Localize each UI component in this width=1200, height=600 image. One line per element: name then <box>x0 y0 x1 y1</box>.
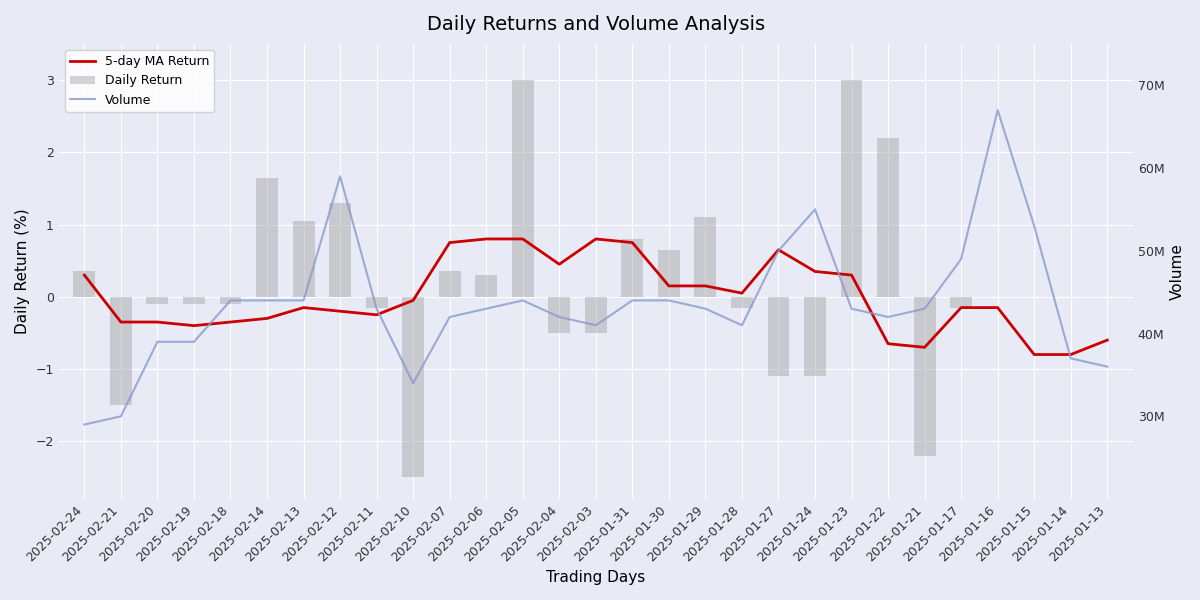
Bar <box>804 297 826 376</box>
Bar <box>877 138 899 297</box>
Bar <box>731 297 752 308</box>
5-day MA Return <box>479 235 493 242</box>
5-day MA Return <box>552 260 566 268</box>
5-day MA Return <box>772 246 786 253</box>
Bar <box>220 297 241 304</box>
Volume <box>479 305 493 313</box>
Bar <box>840 80 863 297</box>
5-day MA Return <box>443 239 457 246</box>
Bar <box>913 297 936 455</box>
Bar <box>695 217 716 297</box>
Bar <box>73 271 95 297</box>
Volume <box>589 322 604 329</box>
Bar <box>256 178 278 297</box>
Volume <box>990 106 1004 113</box>
Volume <box>516 297 530 304</box>
Bar <box>110 297 132 405</box>
Volume <box>918 305 932 313</box>
5-day MA Return <box>223 319 238 326</box>
Bar <box>622 239 643 297</box>
5-day MA Return <box>150 319 164 326</box>
Volume <box>114 413 128 420</box>
Volume <box>772 247 786 254</box>
Y-axis label: Volume: Volume <box>1170 243 1186 300</box>
5-day MA Return <box>1027 351 1042 358</box>
Bar <box>658 250 680 297</box>
5-day MA Return <box>661 283 676 290</box>
Volume <box>332 173 347 180</box>
5-day MA Return <box>625 239 640 246</box>
Volume <box>77 421 91 428</box>
5-day MA Return <box>918 344 932 351</box>
5-day MA Return <box>114 319 128 326</box>
Bar <box>366 297 388 308</box>
Volume <box>698 305 713 313</box>
5-day MA Return <box>589 235 604 242</box>
Volume <box>370 305 384 313</box>
Volume <box>187 338 202 346</box>
5-day MA Return <box>845 271 859 278</box>
5-day MA Return <box>332 308 347 315</box>
Bar <box>293 221 314 297</box>
Volume <box>223 297 238 304</box>
X-axis label: Trading Days: Trading Days <box>546 570 646 585</box>
5-day MA Return <box>77 271 91 278</box>
Bar <box>402 297 424 478</box>
Title: Daily Returns and Volume Analysis: Daily Returns and Volume Analysis <box>427 15 764 34</box>
Bar <box>768 297 790 376</box>
Volume <box>954 256 968 263</box>
5-day MA Return <box>954 304 968 311</box>
Volume <box>260 297 275 304</box>
Volume <box>552 313 566 320</box>
Bar <box>439 271 461 297</box>
5-day MA Return <box>187 322 202 329</box>
Volume <box>734 322 749 329</box>
Volume <box>845 305 859 313</box>
Volume <box>661 297 676 304</box>
Volume <box>1027 223 1042 230</box>
Volume <box>1100 363 1115 370</box>
5-day MA Return <box>808 268 822 275</box>
5-day MA Return <box>370 311 384 319</box>
Bar <box>184 297 205 304</box>
5-day MA Return <box>1100 337 1115 344</box>
Volume <box>1063 355 1078 362</box>
5-day MA Return <box>516 235 530 242</box>
5-day MA Return <box>406 297 420 304</box>
Legend: 5-day MA Return, Daily Return, Volume: 5-day MA Return, Daily Return, Volume <box>65 50 215 112</box>
5-day MA Return <box>1063 351 1078 358</box>
Bar <box>584 297 607 333</box>
Volume <box>625 297 640 304</box>
Volume <box>150 338 164 346</box>
5-day MA Return <box>990 304 1004 311</box>
Volume <box>296 297 311 304</box>
Volume <box>881 313 895 320</box>
Y-axis label: Daily Return (%): Daily Return (%) <box>14 209 30 334</box>
Bar <box>511 80 534 297</box>
5-day MA Return <box>296 304 311 311</box>
Bar <box>146 297 168 304</box>
Volume <box>406 380 420 387</box>
Bar <box>548 297 570 333</box>
5-day MA Return <box>881 340 895 347</box>
Bar <box>329 203 352 297</box>
Volume <box>443 313 457 320</box>
Line: 5-day MA Return: 5-day MA Return <box>84 239 1108 355</box>
Bar <box>475 275 497 297</box>
5-day MA Return <box>698 283 713 290</box>
5-day MA Return <box>260 315 275 322</box>
Bar <box>950 297 972 308</box>
Line: Volume: Volume <box>84 110 1108 425</box>
Volume <box>808 206 822 213</box>
5-day MA Return <box>734 290 749 297</box>
